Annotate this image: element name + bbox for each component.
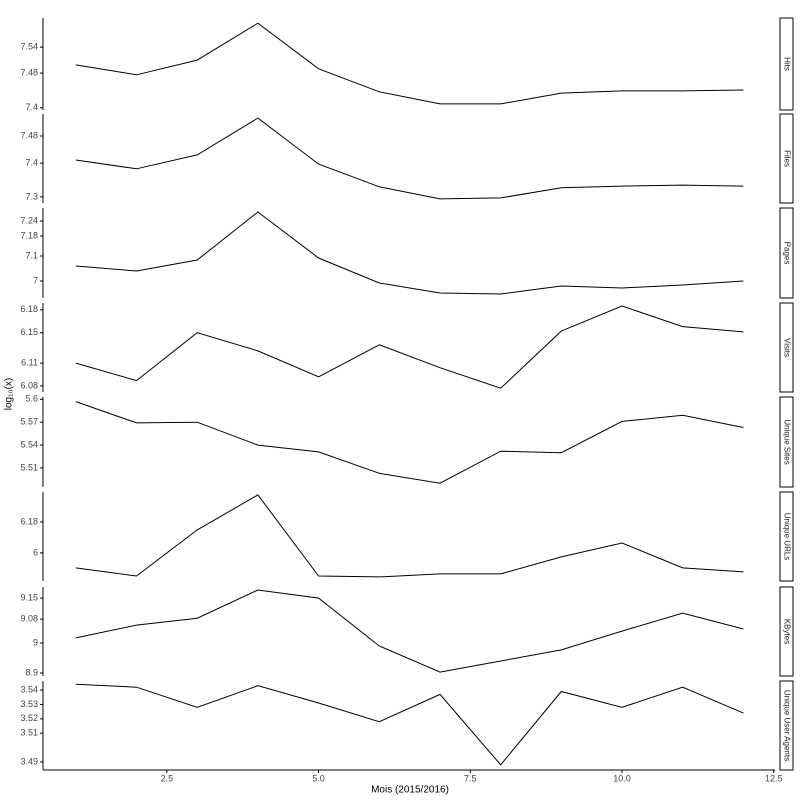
y-tick-label: 3.52	[20, 713, 38, 723]
x-tick-label: 5.0	[312, 773, 325, 783]
y-tick-label: 6.08	[20, 380, 38, 390]
y-tick-label: 7.48	[20, 130, 38, 140]
y-tick-label: 7.1	[25, 250, 38, 260]
y-tick-label: 3.49	[20, 756, 38, 766]
y-tick-label: 5.54	[20, 439, 38, 449]
strip-label: Unique URLs	[782, 513, 791, 561]
series-line	[75, 305, 744, 389]
series-line	[75, 494, 744, 578]
series-line	[75, 211, 744, 295]
strip	[779, 680, 794, 771]
y-tick-label: 8.9	[25, 667, 38, 677]
y-tick-label: 7	[33, 275, 38, 285]
y-tick-label: 7.18	[20, 230, 38, 240]
y-tick-label: 9.15	[20, 592, 38, 602]
x-tick-label: 7.5	[464, 773, 477, 783]
strip	[779, 586, 794, 677]
y-tick-label: 3.51	[20, 728, 38, 738]
strip-label: KBytes	[782, 619, 791, 644]
strip-label: Pages	[782, 242, 791, 265]
y-tick-label: 6.18	[20, 304, 38, 314]
y-tick-label: 7.4	[25, 157, 38, 167]
y-tick-label: 9	[33, 637, 38, 647]
strip	[779, 491, 794, 582]
y-tick-label: 6	[33, 547, 38, 557]
series-line	[75, 117, 744, 200]
y-tick-label: 5.51	[20, 462, 38, 472]
strip	[779, 396, 794, 488]
series-line	[75, 589, 744, 673]
strip-label: Visits	[782, 338, 791, 357]
y-tick-label: 7.4	[25, 102, 38, 112]
y-axis-title: log₁₀(x)	[4, 378, 15, 411]
x-tick-label: 12.5	[765, 773, 783, 783]
x-axis-title: Mois (2015/2016)	[371, 785, 449, 796]
series-line	[75, 22, 744, 105]
x-tick-label: 2.5	[161, 773, 174, 783]
strip	[779, 113, 794, 204]
strip	[779, 17, 794, 111]
y-tick-label: 6.18	[20, 516, 38, 526]
strip-label: Hits	[782, 57, 791, 71]
strip	[779, 302, 794, 393]
x-tick-label: 10.0	[613, 773, 631, 783]
y-tick-label: 7.24	[20, 215, 38, 225]
y-tick-label: 7.54	[20, 41, 38, 51]
y-tick-label: 7.3	[25, 191, 38, 201]
strip-label: Unique Sites	[782, 419, 791, 464]
series-line	[75, 683, 744, 766]
strip-label: Unique User Agents	[782, 690, 791, 761]
y-tick-label: 5.57	[20, 417, 38, 427]
y-tick-label: 5.6	[25, 394, 38, 404]
series-line	[75, 401, 744, 484]
y-tick-label: 6.11	[21, 357, 38, 367]
y-tick-label: 6.15	[20, 327, 38, 337]
strip	[779, 207, 794, 299]
y-tick-label: 7.48	[20, 67, 38, 77]
y-tick-label: 3.53	[20, 699, 38, 709]
y-tick-label: 3.54	[20, 684, 38, 694]
strip-label: Files	[782, 150, 791, 167]
y-tick-label: 9.08	[20, 613, 38, 623]
